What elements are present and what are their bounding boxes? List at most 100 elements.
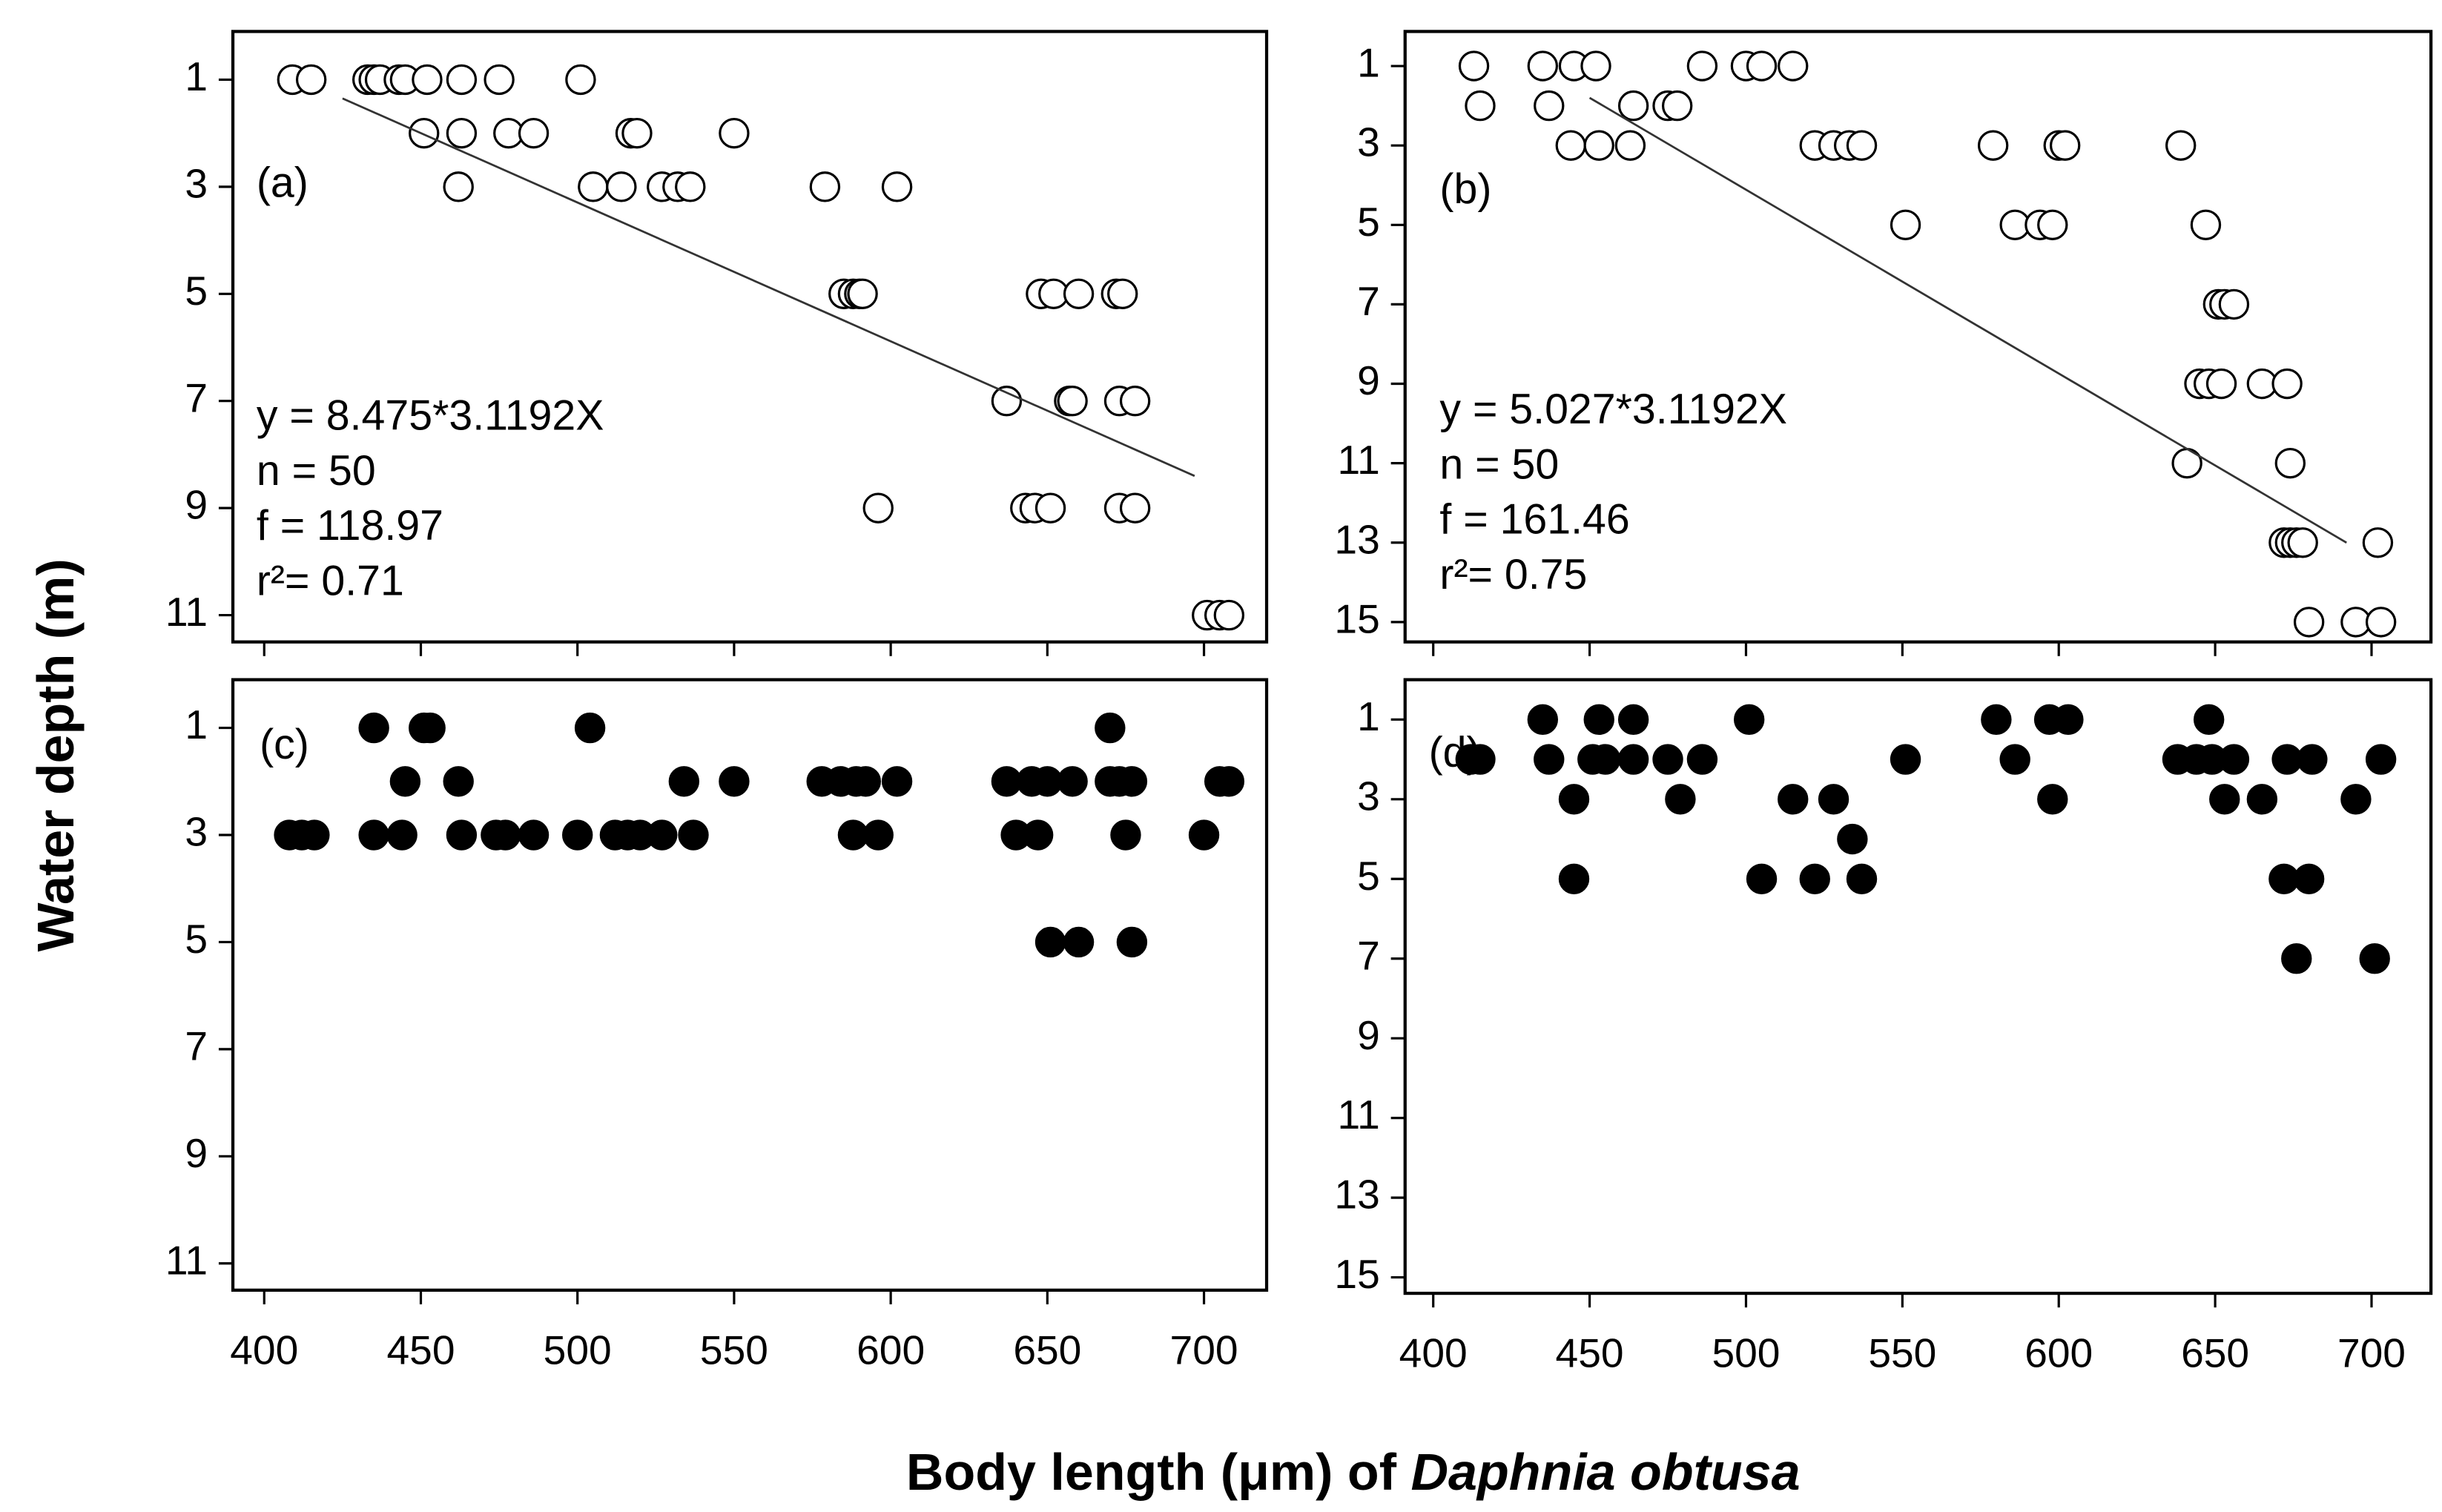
point: [809, 171, 841, 202]
point: [1095, 712, 1126, 744]
point: [409, 117, 440, 149]
point: [1733, 704, 1765, 736]
point: [2218, 744, 2250, 775]
point: [518, 117, 550, 149]
y-tick-label: 15: [1334, 595, 1379, 641]
point: [1558, 863, 1590, 894]
point: [1799, 863, 1830, 894]
annotation: f = 161.46: [1439, 496, 1629, 544]
point: [668, 766, 700, 797]
y-tick-label: 11: [165, 1237, 208, 1283]
point: [2274, 447, 2306, 479]
point: [2293, 607, 2325, 638]
x-tick-label: 400: [1399, 1330, 1468, 1376]
point: [446, 819, 478, 851]
point: [1589, 744, 1621, 775]
y-tick-label: 7: [1357, 278, 1380, 324]
point: [1583, 704, 1614, 736]
point: [1999, 744, 2030, 775]
plot-frame: [1403, 30, 2433, 644]
point: [484, 64, 515, 96]
annotation: r²= 0.75: [1439, 551, 1587, 598]
point: [386, 819, 418, 851]
point: [2297, 744, 2328, 775]
y-tick-label: 1: [185, 53, 208, 99]
point: [1778, 50, 1809, 82]
x-tick-label: 600: [857, 1327, 925, 1373]
point: [1119, 492, 1151, 524]
point: [1846, 863, 1878, 894]
point: [1116, 766, 1148, 797]
plot-frame: [231, 30, 1269, 644]
point: [299, 819, 330, 851]
y-tick-label: 9: [1357, 1012, 1380, 1058]
point: [2246, 784, 2278, 815]
point: [518, 819, 550, 851]
point: [2359, 943, 2390, 974]
point: [358, 712, 389, 744]
point: [562, 819, 593, 851]
y-tick-label: 9: [1357, 357, 1380, 403]
point: [719, 117, 750, 149]
y-tick-label: 15: [1334, 1251, 1379, 1297]
point: [1617, 744, 1649, 775]
point: [2190, 209, 2222, 240]
point: [2365, 607, 2397, 638]
point: [1534, 90, 1565, 122]
plot-frame: [1403, 678, 2433, 1295]
x-axis-label-text: Body length (μm) of: [906, 1443, 1397, 1501]
point: [2362, 527, 2394, 558]
y-tick-label: 1: [185, 701, 208, 747]
y-tick-label: 7: [185, 374, 208, 420]
point: [1583, 130, 1614, 161]
point: [678, 819, 709, 851]
annotation: n = 50: [257, 447, 376, 495]
point: [1057, 386, 1088, 417]
panel-label: (c): [260, 721, 309, 768]
point: [2287, 527, 2318, 558]
panel: 1 3 5 7 9 11 400 450 500 550 600 650 700 (c): [165, 678, 1269, 1373]
panel-label: (d): [1429, 729, 1481, 776]
panel: 1 3 5 7 9 11 (a) y = 8.475*3.1192X n = 50 f = 118…: [165, 30, 1269, 656]
point: [2049, 130, 2081, 161]
point: [1977, 130, 2009, 161]
point: [578, 171, 609, 202]
point: [565, 64, 596, 96]
point: [719, 766, 750, 797]
annotation: y = 5.027*3.1192X: [1439, 386, 1787, 433]
panel-label: (a): [257, 159, 308, 206]
y-tick-label: 1: [1357, 40, 1380, 86]
y-tick-label: 7: [1357, 932, 1380, 978]
point: [1534, 744, 1565, 775]
point: [2165, 130, 2197, 161]
point: [1890, 209, 1921, 240]
y-tick-label: 3: [1357, 119, 1380, 165]
x-tick-label: 650: [2181, 1330, 2249, 1376]
panel-label: (b): [1439, 165, 1491, 213]
point: [850, 766, 882, 797]
point: [881, 766, 913, 797]
point: [2053, 704, 2084, 736]
point: [1213, 599, 1245, 631]
point: [1188, 819, 1220, 851]
x-tick-label: 600: [2024, 1330, 2093, 1376]
y-tick-label: 3: [185, 809, 208, 855]
x-tick-label: 450: [1556, 1330, 1624, 1376]
point: [1617, 90, 1649, 122]
x-axis-label: Body length (μm) of Daphnia obtusa: [906, 1443, 1801, 1501]
point: [2171, 447, 2202, 479]
y-tick-label: 9: [185, 482, 208, 528]
y-tick-label: 13: [1334, 1172, 1379, 1218]
point: [2218, 288, 2250, 320]
point: [358, 819, 389, 851]
point: [1558, 784, 1590, 815]
point: [881, 171, 913, 202]
point: [1116, 926, 1148, 958]
point: [1686, 744, 1718, 775]
point: [2365, 744, 2397, 775]
point: [1063, 278, 1095, 309]
y-axis-label: Water depth (m): [27, 558, 85, 951]
annotation: y = 8.475*3.1192X: [257, 392, 604, 440]
